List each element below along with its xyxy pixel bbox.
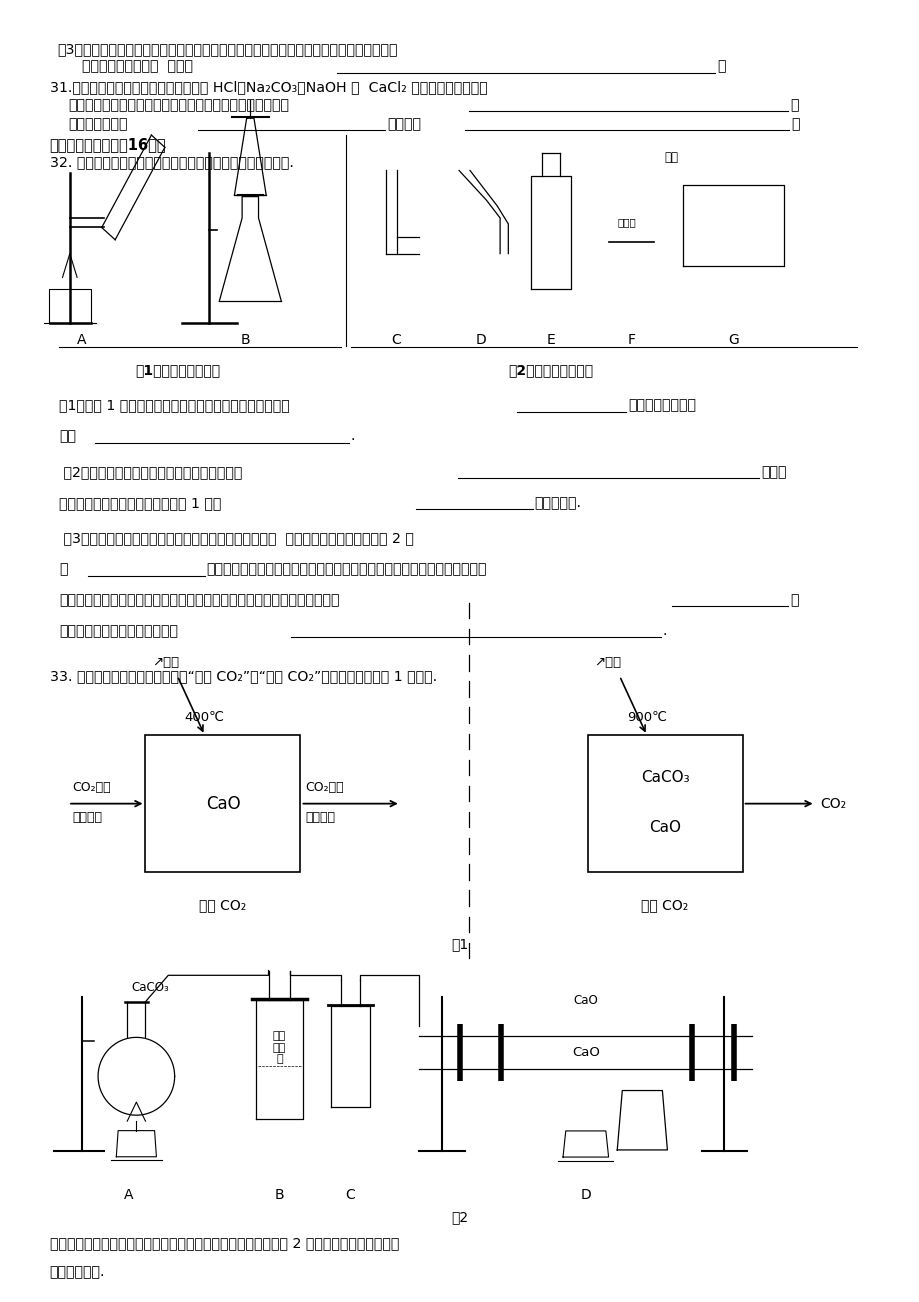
Text: CO₂含量: CO₂含量: [73, 781, 111, 794]
Text: 四．实验探究题（全16分）: 四．实验探究题（全16分）: [50, 137, 166, 152]
Text: 图1: 图1: [451, 937, 468, 952]
Text: D: D: [580, 1187, 591, 1202]
Text: 的: 的: [59, 562, 67, 577]
Text: 玻璃片: 玻璃片: [617, 217, 636, 227]
Text: 图2：收集气体的他器: 图2：收集气体的他器: [508, 363, 593, 376]
Text: .: .: [350, 430, 355, 444]
Text: C: C: [391, 333, 401, 346]
Text: 33. 科学家设想利用太阳能加热器“捕捉 CO₂”、“释放 CO₂”实现碳循环（如图 1 所示）.: 33. 科学家设想利用太阳能加热器“捕捉 CO₂”、“释放 CO₂”实现碳循环（…: [50, 669, 437, 684]
Text: G: G: [727, 333, 738, 346]
Text: ，用该: ，用该: [760, 465, 786, 479]
Text: 高的空气: 高的空气: [73, 811, 102, 824]
Text: CaO: CaO: [573, 995, 597, 1008]
Text: ，简要说出它的用: ，简要说出它的用: [628, 398, 696, 413]
Text: 。: 。: [790, 117, 799, 132]
Text: （填标号）.: （填标号）.: [534, 496, 581, 510]
Text: C: C: [346, 1187, 355, 1202]
Text: 若火焰不息灭，则可能的原因是: 若火焰不息灭，则可能的原因是: [59, 624, 177, 638]
Text: CaO: CaO: [206, 794, 240, 812]
Text: （1）从图 1 的装置中任意选择一种他器，写出它的名称：: （1）从图 1 的装置中任意选择一种他器，写出它的名称：: [59, 398, 289, 413]
Text: 乙瓶中的溶质是: 乙瓶中的溶质是: [68, 117, 128, 132]
Text: 900℃: 900℃: [626, 711, 666, 724]
Text: CaO: CaO: [572, 1046, 599, 1059]
Text: 的溶液滴加稀硫酸，发现有气体产生，涉及的化学方程式为: 的溶液滴加稀硫酸，发现有气体产生，涉及的化学方程式为: [68, 98, 289, 112]
Text: 途：: 途：: [59, 430, 75, 444]
Bar: [145, 736, 301, 872]
Text: CaCO₃: CaCO₃: [641, 769, 688, 785]
Text: 32. 下图是实验室制取某些常见气体所使用的一些装置和他器.: 32. 下图是实验室制取某些常见气体所使用的一些装置和他器.: [50, 155, 293, 169]
Text: D: D: [475, 333, 486, 346]
Text: 。: 。: [716, 59, 725, 73]
Text: CO₂: CO₂: [819, 797, 845, 811]
Text: F: F: [627, 333, 635, 346]
Text: 400℃: 400℃: [185, 711, 224, 724]
Text: （3）实验室制取二氧化碳选择的药品是碳酸钉和稀盐酸  ，收集二氧化碳通常选择图 2 中: （3）实验室制取二氧化碳选择的药品是碳酸钉和稀盐酸 ，收集二氧化碳通常选择图 2…: [59, 531, 414, 546]
Text: ，理由是: ，理由是: [387, 117, 421, 132]
Text: 释放 CO₂: 释放 CO₂: [641, 898, 688, 913]
Text: 原理是否可行.: 原理是否可行.: [50, 1266, 105, 1279]
Text: ；: ；: [789, 594, 798, 607]
Text: （3）．一氧化碳与氧化铁反应结束时，应先停止加热，还要继续通入一氧化碳，直到试管: （3）．一氧化碳与氧化铁反应结束时，应先停止加热，还要继续通入一氧化碳，直到试管: [57, 42, 397, 56]
Text: 捕捉 CO₂: 捕捉 CO₂: [199, 898, 246, 913]
Bar: [587, 736, 742, 872]
Text: ↗光照: ↗光照: [594, 656, 620, 669]
Text: （2）写出实验室制取氧气的一个化学方程式：: （2）写出实验室制取氧气的一个化学方程式：: [59, 465, 242, 479]
Text: B: B: [241, 333, 250, 346]
Text: A: A: [124, 1187, 133, 1202]
Text: 冷却，后停止加热，  理由是: 冷却，后停止加热， 理由是: [82, 59, 192, 73]
Text: CaCO₃: CaCO₃: [131, 982, 169, 995]
Text: 图2: 图2: [451, 1211, 468, 1224]
Text: E: E: [546, 333, 555, 346]
Text: 则: 则: [789, 98, 798, 112]
Text: 水槽: 水槽: [664, 151, 678, 164]
Text: .: .: [662, 624, 666, 638]
Text: 澄清
石灰
水: 澄清 石灰 水: [273, 1031, 286, 1064]
Text: 31.现有甲、乙两瓶溶液，其溶质分别是 HCl、Na₂CO₃、NaOH 、  CaCl₂ 中的两种，取甲瓶中: 31.现有甲、乙两瓶溶液，其溶质分别是 HCl、Na₂CO₃、NaOH 、 Ca…: [50, 81, 487, 94]
Text: ↗光照: ↗光照: [152, 656, 179, 669]
Text: 将燃着的木条放在集气瓶口，若观察到火焰息灭，则接下来应进行的操作是: 将燃着的木条放在集气瓶口，若观察到火焰息灭，则接下来应进行的操作是: [59, 594, 339, 607]
Text: CO₂含量: CO₂含量: [305, 781, 344, 794]
Text: B: B: [275, 1187, 284, 1202]
Text: 方法制取氧气的发生装置可选择图 1 中的: 方法制取氧气的发生装置可选择图 1 中的: [59, 496, 221, 510]
Text: CaO: CaO: [649, 820, 680, 835]
Text: 图1：气体的发生装置: 图1：气体的发生装置: [135, 363, 220, 376]
Text: 某化学小组的同学对此非常感兴趣，在老师的指导下，设计如图 2 装置探究上述设想的反应: 某化学小组的同学对此非常感兴趣，在老师的指导下，设计如图 2 装置探究上述设想的…: [50, 1237, 399, 1251]
Text: （填标号）他器进行组合．欲收集满一瓶二氧化碳气体，收集一段时间后，: （填标号）他器进行组合．欲收集满一瓶二氧化碳气体，收集一段时间后，: [207, 562, 486, 577]
Text: A: A: [77, 333, 86, 346]
Text: 低的空气: 低的空气: [305, 811, 335, 824]
